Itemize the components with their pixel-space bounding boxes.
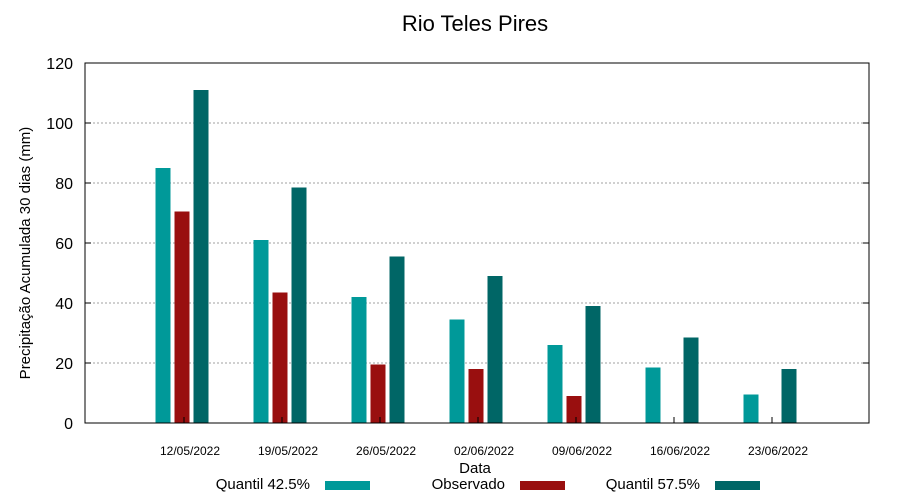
x-tick-label: 09/06/2022 <box>552 444 612 458</box>
bar <box>468 369 484 423</box>
x-tick-label: 12/05/2022 <box>160 444 220 458</box>
y-axis-label: Precipitação Acumulada 30 dias (mm) <box>17 127 34 380</box>
bar <box>683 337 699 423</box>
x-tick-label: 19/05/2022 <box>258 444 318 458</box>
x-tick-label: 02/06/2022 <box>454 444 514 458</box>
legend-swatch <box>325 481 370 490</box>
bar <box>370 364 386 423</box>
bar <box>291 187 307 423</box>
bar <box>193 90 209 423</box>
bar <box>547 345 563 423</box>
legend-swatch <box>520 481 565 490</box>
bar <box>781 369 797 423</box>
grid <box>85 122 869 364</box>
y-tick-label: 120 <box>46 56 73 73</box>
y-axis: 0 20 40 60 80 100 120 <box>46 56 869 433</box>
bar <box>645 367 661 423</box>
bar <box>351 297 367 423</box>
x-tick-label: 26/05/2022 <box>356 444 416 458</box>
bar <box>174 211 190 423</box>
legend-label: Quantil 57.5% <box>606 476 700 493</box>
bar <box>449 319 465 423</box>
bars <box>155 90 797 423</box>
bar <box>566 396 582 423</box>
x-tick-label: 23/06/2022 <box>748 444 808 458</box>
bar <box>272 292 288 423</box>
y-tick-label: 60 <box>55 236 73 253</box>
x-axis-label: Data <box>459 460 491 477</box>
legend-swatch <box>715 481 760 490</box>
bar <box>253 240 269 423</box>
bar <box>389 256 405 423</box>
bar <box>487 276 503 423</box>
bar <box>743 394 759 423</box>
x-tick-label: 16/06/2022 <box>650 444 710 458</box>
y-tick-label: 0 <box>64 416 73 433</box>
bar <box>155 168 171 423</box>
x-axis: 12/05/2022 19/05/2022 26/05/2022 02/06/2022… <box>160 417 808 458</box>
legend-label: Quantil 42.5% <box>216 476 310 493</box>
legend-label: Observado <box>432 476 505 493</box>
legend: Quantil 42.5% Observado Quantil 57.5% <box>216 476 760 493</box>
chart-title: Rio Teles Pires <box>402 11 548 36</box>
y-tick-label: 20 <box>55 356 73 373</box>
y-tick-label: 40 <box>55 296 73 313</box>
y-tick-label: 80 <box>55 176 73 193</box>
bar <box>585 306 601 423</box>
y-tick-label: 100 <box>46 116 73 133</box>
